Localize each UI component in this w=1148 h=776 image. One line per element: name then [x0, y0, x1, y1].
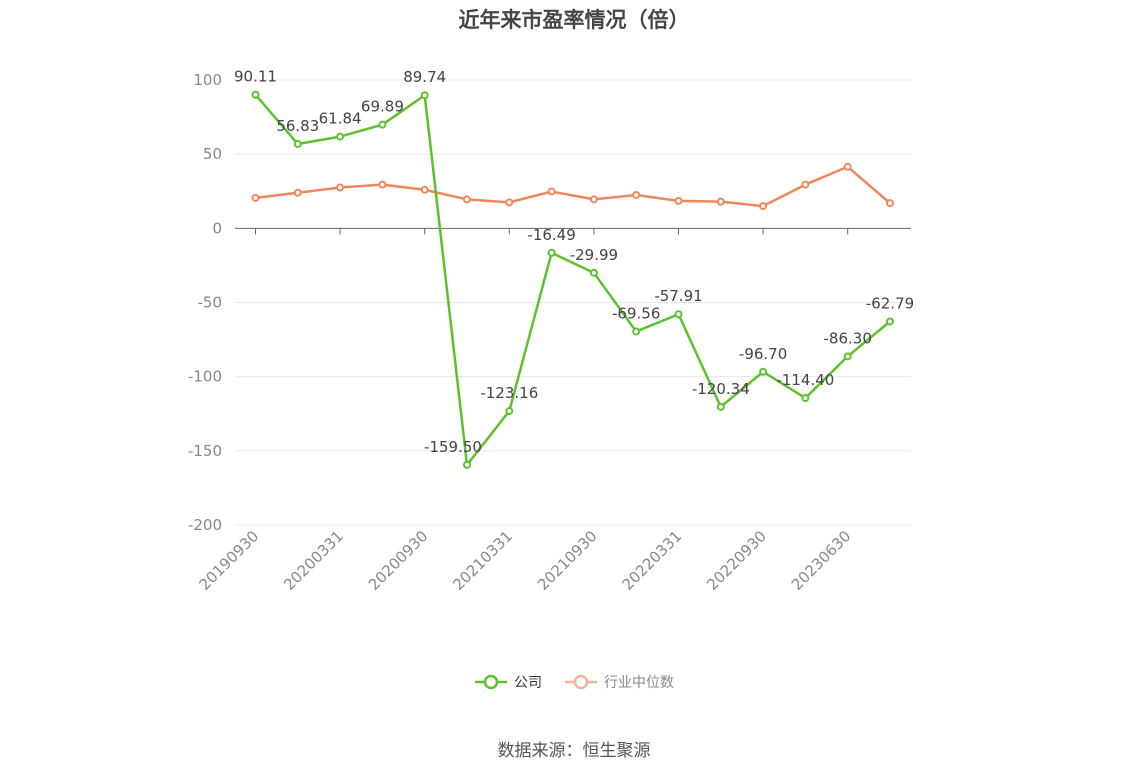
y-tick-label: -200	[188, 516, 222, 534]
data-label: -96.70	[739, 345, 787, 363]
data-point-company[interactable]	[716, 402, 725, 411]
data-label: -57.91	[654, 287, 702, 305]
data-point-company[interactable]	[293, 140, 302, 149]
data-point-industry[interactable]	[463, 195, 471, 204]
data-label: -62.79	[866, 294, 914, 312]
data-point-industry[interactable]	[420, 185, 429, 194]
y-tick-label: -50	[198, 294, 223, 312]
series-line-industry	[255, 165, 891, 208]
legend-industry-label: 行业中位数	[604, 675, 674, 691]
data-label: -123.16	[480, 384, 538, 402]
data-point-company[interactable]	[632, 327, 641, 336]
data-point-company[interactable]	[420, 91, 429, 100]
data-label: -86.30	[824, 329, 872, 347]
data-point-company[interactable]	[843, 352, 852, 361]
data-point-industry[interactable]	[632, 190, 641, 199]
x-tick-label: 20210930	[534, 527, 601, 594]
data-label: -114.40	[776, 371, 834, 389]
y-tick-label: 100	[193, 71, 222, 89]
data-point-industry[interactable]	[589, 195, 598, 204]
legend-company-label: 公司	[514, 675, 542, 691]
data-point-industry[interactable]	[251, 193, 260, 202]
data-label: 69.89	[361, 98, 404, 116]
data-label: 90.11	[234, 68, 277, 86]
data-point-company[interactable]	[336, 132, 345, 141]
y-tick-label: 0	[212, 219, 222, 237]
data-point-industry[interactable]	[801, 180, 810, 189]
series-layer	[251, 90, 894, 469]
data-point-industry[interactable]	[674, 196, 683, 205]
data-point-company[interactable]	[589, 268, 598, 277]
legend-industry-icon	[565, 674, 597, 690]
series-line-company	[254, 93, 891, 467]
data-point-industry[interactable]	[378, 180, 387, 189]
data-point-company[interactable]	[674, 310, 683, 319]
y-tick-label: -100	[188, 368, 222, 386]
data-point-industry[interactable]	[336, 183, 345, 192]
legend-company-icon	[475, 674, 507, 690]
data-point-industry[interactable]	[716, 197, 725, 206]
x-tick-label: 20230630	[788, 527, 855, 594]
data-label: 61.84	[319, 110, 362, 128]
grid-layer	[235, 79, 911, 526]
y-tick-label: 50	[203, 145, 222, 163]
x-tick-label: 20190930	[196, 527, 263, 594]
data-label: -16.49	[527, 226, 575, 244]
x-tick-label: 20200930	[365, 527, 432, 594]
data-label: -29.99	[570, 246, 618, 264]
legend-item-company[interactable]: 公司	[474, 672, 542, 692]
data-point-industry[interactable]	[293, 188, 302, 197]
data-label: -120.34	[692, 380, 750, 398]
data-point-company[interactable]	[547, 248, 556, 257]
legend: 公司 行业中位数	[0, 672, 1148, 692]
data-point-company[interactable]	[505, 407, 514, 416]
data-label: -69.56	[612, 305, 660, 323]
x-tick-label: 20200331	[280, 527, 347, 594]
data-point-industry[interactable]	[843, 162, 852, 171]
data-point-industry[interactable]	[886, 199, 894, 208]
data-source: 数据来源：恒生聚源	[497, 741, 651, 761]
data-label: 56.83	[276, 117, 319, 135]
data-point-company[interactable]	[801, 394, 810, 403]
data-point-company[interactable]	[251, 90, 260, 99]
data-label: 89.74	[403, 68, 446, 86]
data-point-industry[interactable]	[505, 198, 514, 207]
y-tick-label: -150	[188, 442, 222, 460]
data-point-company[interactable]	[463, 460, 471, 469]
data-point-industry[interactable]	[547, 187, 556, 196]
data-point-company[interactable]	[759, 367, 768, 376]
x-tick-label: 20220331	[619, 527, 686, 594]
x-tick-label: 20220930	[703, 527, 770, 594]
x-tick-label: 20210331	[449, 527, 516, 594]
legend-item-industry[interactable]: 行业中位数	[564, 672, 674, 692]
data-point-industry[interactable]	[759, 202, 768, 211]
data-point-company[interactable]	[886, 317, 894, 326]
data-label: -159.50	[424, 438, 482, 456]
data-point-company[interactable]	[378, 120, 387, 129]
chart-title: 近年来市盈率情况（倍）	[458, 8, 690, 32]
